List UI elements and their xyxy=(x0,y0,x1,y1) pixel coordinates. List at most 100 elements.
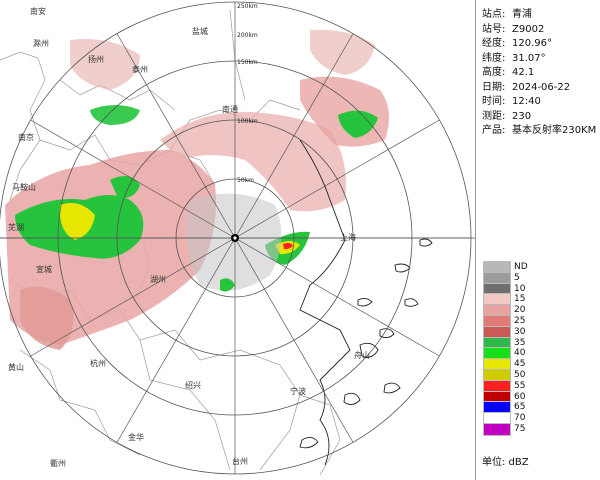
legend-label: 20 xyxy=(514,305,526,316)
info-row-lon: 经度: 120.96° xyxy=(482,34,552,49)
legend-label: 40 xyxy=(514,348,526,359)
city-label: 南通 xyxy=(222,104,238,114)
city-label: 南京 xyxy=(18,132,34,142)
echo-layer xyxy=(5,29,389,350)
city-label: 黄山 xyxy=(8,362,24,372)
legend-swatch xyxy=(483,368,511,382)
info-row-date: 日期: 2024-06-22 xyxy=(482,78,570,93)
info-label-time: 时间: xyxy=(482,96,506,107)
legend-swatch xyxy=(483,261,511,274)
echo-red-east xyxy=(283,242,293,250)
radial-line xyxy=(234,119,440,239)
info-value-lon: 120.96° xyxy=(512,38,552,49)
info-label-code: 站号: xyxy=(482,23,506,35)
city-label: 芜湖 xyxy=(8,222,24,232)
echo-green-west-core xyxy=(59,202,95,240)
info-row-range: 测距: 230 xyxy=(482,107,531,122)
city-label: 扬州 xyxy=(88,54,104,64)
unit-label: 单位: dBZ xyxy=(482,457,529,468)
info-label-station: 站点: xyxy=(482,9,506,20)
ring-label: 100km xyxy=(237,118,258,125)
legend-label: 25 xyxy=(514,315,526,326)
info-label-alt: 高度: xyxy=(482,67,506,78)
legend-swatch xyxy=(483,325,511,339)
info-label-product: 产品: xyxy=(482,125,506,136)
legend-swatch xyxy=(483,271,511,285)
info-row-product: 产品: 基本反射率230KM xyxy=(482,121,596,136)
echo-green-north-mid xyxy=(90,105,140,125)
legend-label: 70 xyxy=(514,413,526,424)
legend-swatch xyxy=(483,304,511,317)
legend-label: ND xyxy=(514,262,528,272)
echo-green-center-s xyxy=(220,278,235,292)
legend-label: 50 xyxy=(514,369,526,380)
info-value-code: Z9002 xyxy=(512,23,545,35)
city-label: 泰州 xyxy=(132,64,148,74)
city-label: 滁州 xyxy=(33,38,49,48)
radial-line xyxy=(116,237,236,443)
legend-swatch xyxy=(483,422,511,436)
legend-swatch xyxy=(483,401,511,415)
echo-pink-north xyxy=(160,111,346,212)
city-label: 衢州 xyxy=(50,458,66,468)
info-label-lat: 纬度: xyxy=(482,52,506,64)
city-label: 湖州 xyxy=(150,275,166,284)
info-label-date: 日期: xyxy=(482,81,506,93)
echo-green-north-w xyxy=(110,176,140,199)
info-label-range: 测距: xyxy=(482,110,506,122)
legend-swatch xyxy=(483,358,511,371)
legend-swatch xyxy=(483,347,511,361)
ring-label-top: 250km xyxy=(237,3,258,10)
info-value-time: 12:40 xyxy=(512,96,541,107)
legend-label: 35 xyxy=(514,337,526,348)
info-value-product: 基本反射率230KM xyxy=(512,125,597,136)
city-label: 宁波 xyxy=(290,386,306,396)
legend-swatch xyxy=(483,390,511,404)
legend-label: 5 xyxy=(514,272,520,283)
info-row-lat: 纬度: 31.07° xyxy=(482,49,546,64)
city-label: 绍兴 xyxy=(185,380,201,390)
info-row-code: 站号: Z9002 xyxy=(482,20,544,35)
legend-label: 30 xyxy=(514,326,526,337)
city-label: 舟山 xyxy=(354,350,370,360)
info-value-station: 青浦 xyxy=(512,9,532,20)
info-value-lat: 31.07° xyxy=(512,52,546,64)
ring-label: 150km xyxy=(237,59,258,66)
info-row-station: 站点: 青浦 xyxy=(482,5,532,20)
legend-swatch xyxy=(483,282,511,296)
legend-swatch xyxy=(483,315,511,328)
coastline xyxy=(299,139,433,466)
city-label: 上海 xyxy=(340,232,356,242)
legend-label: 15 xyxy=(514,294,526,305)
legend-label: 60 xyxy=(514,391,526,402)
echo-green-ne xyxy=(338,110,378,138)
city-label: 宣城 xyxy=(36,264,52,274)
echo-grey-center xyxy=(186,193,282,291)
radial-line xyxy=(30,237,236,357)
legend-swatch xyxy=(483,412,511,425)
legend-label: 75 xyxy=(514,423,526,434)
radar-map: 50km 100km 150km 200km 250km 南安 滁州 扬州 盐城 泰州 南京 南通马… xyxy=(0,1,475,476)
ring-label: 200km xyxy=(237,32,258,39)
city-label: 金华 xyxy=(128,432,144,442)
info-row-alt: 高度: 42.1 xyxy=(482,63,534,78)
echo-pink-nw xyxy=(70,39,140,90)
legend-swatch xyxy=(483,379,511,393)
city-label: 盐城 xyxy=(192,26,208,36)
legend-label: 65 xyxy=(514,402,526,413)
range-rings: 50km 100km 150km 200km 250km xyxy=(0,1,475,475)
info-row-time: 时间: 12:40 xyxy=(482,92,541,107)
radar-center-marker xyxy=(231,234,239,242)
city-label: 马鞍山 xyxy=(12,182,36,192)
city-label: 杭州 xyxy=(90,358,106,368)
info-value-alt: 42.1 xyxy=(512,67,535,78)
legend-label: 10 xyxy=(514,283,526,294)
radial-line xyxy=(234,237,354,443)
radial-line xyxy=(234,33,354,239)
legend-label: 55 xyxy=(514,380,526,391)
city-label: 台州 xyxy=(232,456,248,466)
info-value-range: 230 xyxy=(512,110,532,122)
info-value-date: 2024-06-22 xyxy=(512,81,571,93)
